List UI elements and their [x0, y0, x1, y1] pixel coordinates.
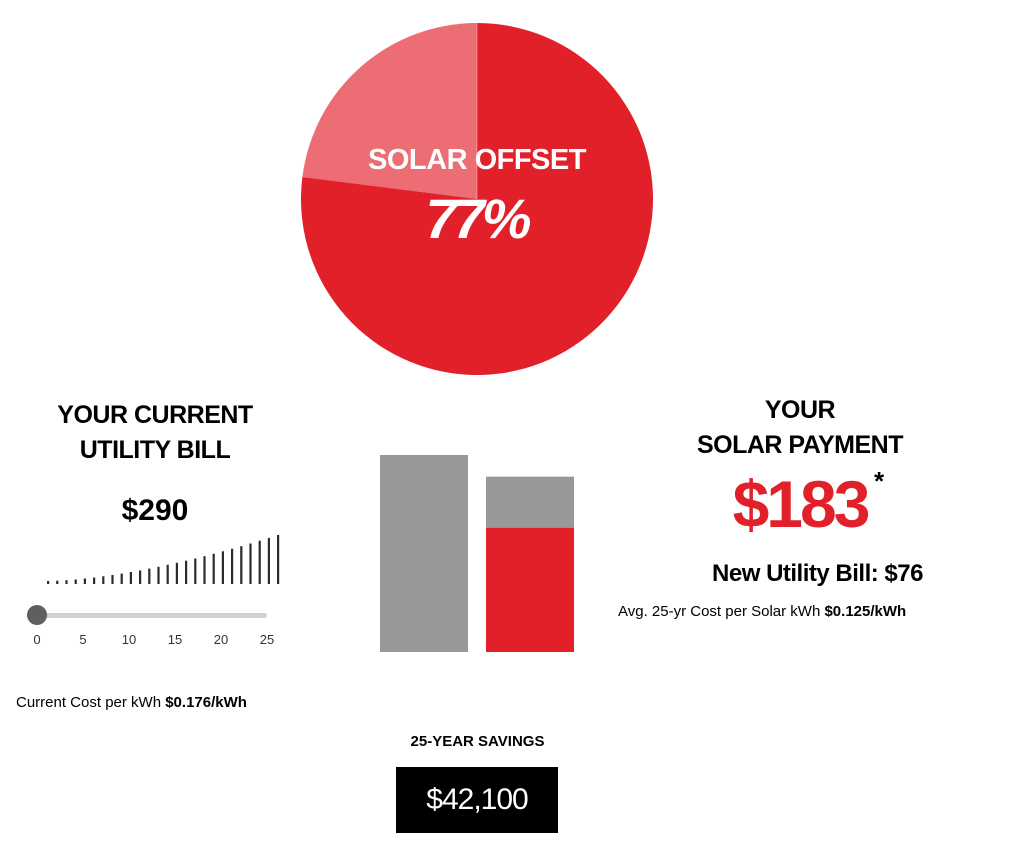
new-bill-value: $76 — [884, 560, 923, 587]
current-bill-heading-line2: UTILITY BILL — [79, 436, 231, 464]
bill-growth-tick — [240, 546, 243, 584]
solar-payment-heading-line2: SOLAR PAYMENT — [696, 431, 904, 459]
solar-payment-asterisk: * — [874, 466, 885, 496]
bill-growth-tick — [231, 548, 234, 584]
bill-growth-tick — [221, 551, 224, 584]
solar-offset-title: SOLAR OFFSET — [368, 144, 586, 176]
slider-axis-label: 5 — [79, 632, 87, 647]
slider-axis-label: 25 — [259, 632, 275, 647]
solar-offset-value: 77% — [425, 187, 531, 250]
bill-growth-tick — [65, 580, 68, 584]
bill-growth-tick — [148, 568, 151, 584]
bill-growth-tick — [93, 577, 96, 584]
bill-growth-tick — [74, 579, 77, 584]
bill-growth-tick — [277, 535, 280, 584]
bill-growth-tick — [175, 562, 178, 584]
bill-growth-tick — [203, 556, 206, 584]
solar-cost-per-kwh: Avg. 25-yr Cost per Solar kWh $0.125/kWh — [618, 603, 906, 620]
slider-axis-label: 20 — [213, 632, 229, 647]
bill-growth-tick — [212, 553, 215, 584]
current-cost-value: $0.176/kWh — [165, 694, 247, 711]
year-slider-axis: 0 5 10 15 20 25 — [20, 632, 290, 652]
solar-payment-heading: YOUR SOLAR PAYMENT — [640, 393, 960, 463]
bill-growth-tick — [56, 580, 59, 584]
current-bill-amount: $290 — [121, 494, 189, 527]
current-cost-label: Current Cost per kWh — [16, 694, 162, 711]
bill-growth-tick — [102, 576, 105, 584]
bill-growth-tick — [111, 575, 114, 584]
savings-label: 25-YEAR SAVINGS — [410, 733, 545, 750]
bill-growth-tick — [129, 572, 132, 584]
bill-growth-tick — [249, 543, 252, 584]
solar-offset-pie-chart — [301, 23, 653, 376]
current-bill-bar — [380, 455, 468, 652]
savings-amount: $42,100 — [396, 767, 558, 833]
new-utility-bill: New Utility Bill: $76 — [640, 560, 995, 588]
bill-comparison-bars — [380, 455, 574, 652]
bill-growth-tick — [267, 537, 270, 584]
solar-cost-value: $0.125/kWh — [824, 603, 907, 620]
pie-slice-remainder — [302, 23, 477, 199]
bill-growth-tick — [120, 573, 123, 584]
slider-axis-label: 15 — [167, 632, 183, 647]
pie-slice-solar-offset — [301, 23, 653, 376]
bill-growth-tick — [157, 566, 160, 584]
bill-growth-tick — [258, 540, 261, 584]
bill-growth-tick — [194, 558, 197, 584]
current-bill-heading-line1: YOUR CURRENT — [57, 401, 253, 429]
bill-growth-tick — [166, 564, 169, 584]
bill-growth-tick — [83, 578, 86, 584]
year-slider-track[interactable] — [36, 613, 267, 618]
current-bill-heading: YOUR CURRENT UTILITY BILL — [20, 398, 290, 468]
bill-growth-tick — [47, 581, 50, 584]
bill-growth-tick — [185, 560, 188, 584]
solar-cost-label: Avg. 25-yr Cost per Solar kWh — [618, 603, 821, 620]
slider-axis-label: 0 — [33, 632, 41, 647]
bill-growth-ticks — [47, 535, 280, 584]
solar-payment-heading-line1: YOUR — [764, 396, 836, 424]
slider-axis-label: 10 — [121, 632, 137, 647]
solar-payment-amount: $183 — [732, 467, 871, 541]
bill-growth-tick — [139, 570, 142, 584]
new-bill-label: New Utility Bill: — [712, 560, 879, 587]
year-slider-thumb[interactable] — [27, 605, 47, 625]
current-cost-per-kwh: Current Cost per kWh $0.176/kWh — [16, 694, 247, 711]
solar-bill-bar-red — [486, 527, 574, 652]
